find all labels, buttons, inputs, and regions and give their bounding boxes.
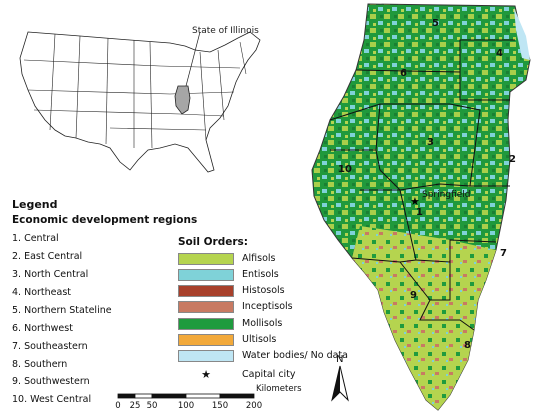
legend-title: Legend xyxy=(12,198,58,211)
region-item: 1. Central xyxy=(12,233,59,244)
soil-label: Mollisols xyxy=(242,318,283,329)
scale-segment xyxy=(185,393,221,399)
region-boundary xyxy=(459,72,510,101)
region-boundary xyxy=(355,39,515,73)
region-item: 8. Southern xyxy=(12,359,68,370)
soil-row: Histosols xyxy=(178,284,285,297)
region-labels: 1 2 3 4 5 6 7 8 9 10 xyxy=(338,18,516,351)
region-label: 6 xyxy=(400,68,407,79)
region-item: 10. West Central xyxy=(12,394,92,405)
soil-swatch xyxy=(178,317,234,330)
region-label: 5 xyxy=(432,18,439,29)
soil-swatch xyxy=(178,333,234,346)
soil-label: Alfisols xyxy=(242,253,276,264)
region-label: 1 xyxy=(416,207,423,218)
region-item: 5. Northern Stateline xyxy=(12,305,112,316)
region-label: 4 xyxy=(496,48,503,59)
region-boundary xyxy=(469,109,510,187)
region-boundary xyxy=(330,103,381,151)
scale-tick-label: 150 xyxy=(212,401,228,411)
scale-unit: Kilometers xyxy=(256,384,302,394)
region-boundary xyxy=(329,103,481,121)
scale-tick-label: 0 xyxy=(115,401,120,411)
region-label: 10 xyxy=(338,164,352,175)
soil-label: Ultisols xyxy=(242,334,277,345)
north-label: N xyxy=(336,354,343,365)
soil-row: Mollisols xyxy=(178,317,282,330)
us-inset-map xyxy=(19,31,261,173)
soil-swatch xyxy=(178,349,234,362)
region-label: 2 xyxy=(509,154,516,165)
region-boundary xyxy=(360,189,497,263)
region-item: 6. Northwest xyxy=(12,323,73,334)
soil-swatch xyxy=(178,300,234,313)
southern-soil-zone xyxy=(352,226,496,410)
region-item: 2. East Central xyxy=(12,251,83,262)
scale-segment xyxy=(151,393,187,399)
region-item: 7. Southeastern xyxy=(12,341,88,352)
soil-swatch xyxy=(178,268,234,281)
scale-segment xyxy=(117,393,136,399)
soil-swatch xyxy=(178,284,234,297)
soil-label: Histosols xyxy=(242,285,285,296)
soil-row: Alfisols xyxy=(178,252,275,265)
scale-tick-label: 200 xyxy=(246,401,262,411)
scale-segment xyxy=(134,393,153,399)
illinois-callout-label: State of Illinois xyxy=(192,26,259,36)
soil-row: Inceptisols xyxy=(178,300,293,313)
scale-tick-label: 50 xyxy=(147,401,158,411)
lake-michigan-strip xyxy=(514,8,530,60)
region-boundary xyxy=(399,261,451,301)
illinois-inset xyxy=(174,85,191,115)
soil-label: Water bodies/ No data xyxy=(242,350,348,361)
scale-tick-label: 100 xyxy=(178,401,194,411)
region-boundary xyxy=(419,299,475,331)
scale-tick-label: 25 xyxy=(130,401,141,411)
soil-orders-heading: Soil Orders: xyxy=(178,236,248,248)
soil-row: Water bodies/ No data xyxy=(178,349,348,362)
region-item: 3. North Central xyxy=(12,269,89,280)
soil-swatch xyxy=(178,252,234,265)
callout-line xyxy=(185,31,201,87)
scale-segment xyxy=(219,393,255,399)
regions-heading: Economic development regions xyxy=(12,214,198,226)
illinois-soil-map: 1 2 3 4 5 6 7 8 9 10 ★ Springfield N xyxy=(311,3,531,411)
soil-label: Entisols xyxy=(242,269,279,280)
scale-bar: Kilometers 0 25 50 100 150 200 xyxy=(115,384,302,411)
region-label: 9 xyxy=(410,290,417,301)
capital-label: Capital city xyxy=(242,369,296,380)
region-label: 3 xyxy=(427,137,434,148)
star-icon: ★ xyxy=(201,368,211,381)
region-item: 4. Northeast xyxy=(12,287,71,298)
region-label: 8 xyxy=(464,340,471,351)
capital-star-marker: ★ xyxy=(410,195,420,208)
soil-row: Ultisols xyxy=(178,333,276,346)
north-arrow: N xyxy=(331,354,349,402)
springfield-label: Springfield xyxy=(422,190,470,200)
us-outline xyxy=(19,31,261,173)
soil-label: Inceptisols xyxy=(242,301,293,312)
soil-row: Entisols xyxy=(178,268,279,281)
region-label: 7 xyxy=(500,248,507,259)
region-item: 9. Southwestern xyxy=(12,376,90,387)
capital-legend-row: ★ Capital city xyxy=(178,368,296,381)
